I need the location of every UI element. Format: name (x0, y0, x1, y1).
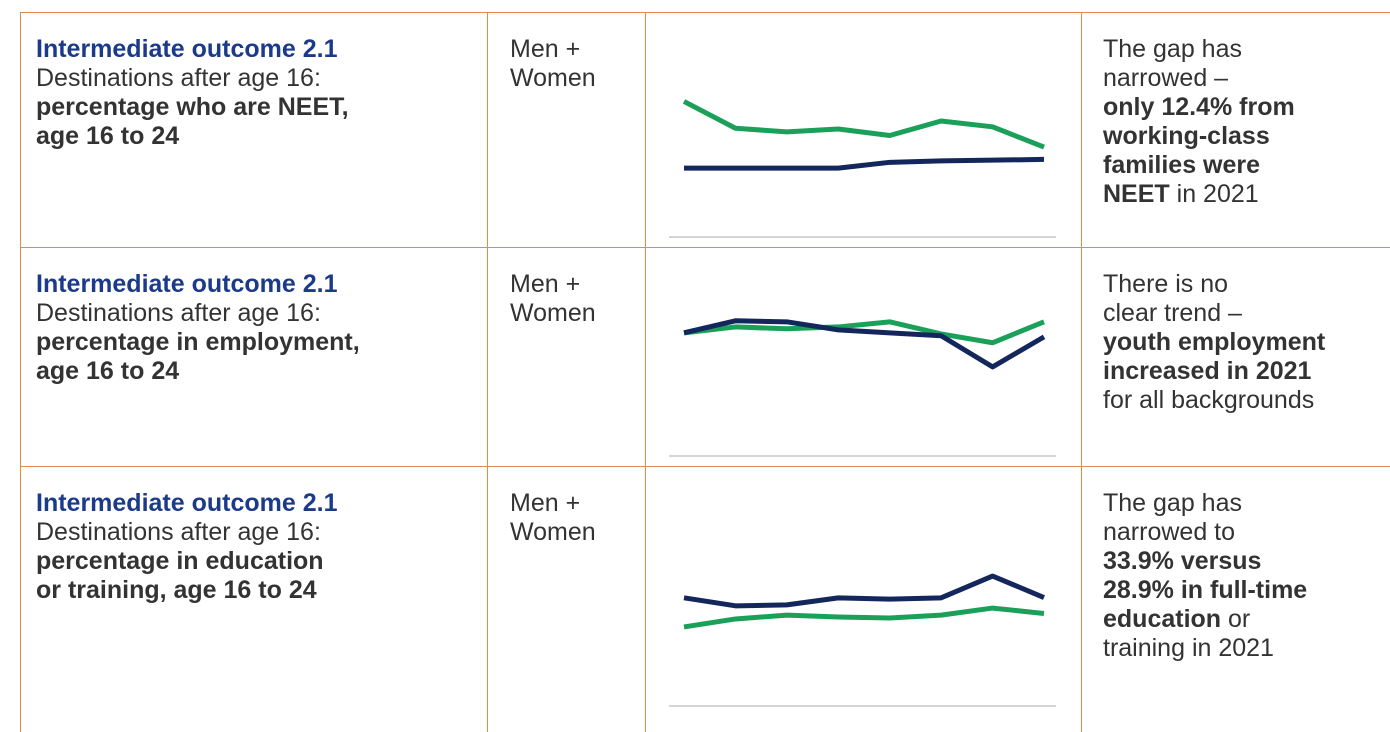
finding-text: clear trend – (1103, 299, 1242, 327)
measure: percentage who are NEET, (36, 93, 349, 121)
sparkline (669, 573, 1056, 707)
finding-text: increased in 2021 (1103, 357, 1312, 385)
finding-cell: The gap has narrowed – only 12.4% from work… (1081, 13, 1390, 248)
finding-text: in 2021 (1169, 180, 1259, 208)
table-row: Intermediate outcome 2.1 Destinations aft… (20, 247, 1390, 467)
trend-line (682, 99, 1045, 150)
finding-line: increased in 2021 (1103, 357, 1390, 386)
finding-line: 33.9% versus (1103, 547, 1390, 576)
finding-line: education or (1103, 605, 1390, 634)
finding-text: for all backgrounds (1103, 386, 1315, 414)
description: Destinations after age 16: (36, 299, 321, 327)
finding-line: narrowed – (1103, 64, 1390, 93)
finding-text: 33.9% versus (1103, 547, 1262, 575)
chart-cell (645, 467, 1081, 732)
indicator-cell: Intermediate outcome 2.1 Destinations aft… (20, 13, 487, 248)
description: Destinations after age 16: (36, 518, 321, 546)
finding-text: working-class (1103, 122, 1270, 150)
sparkline (669, 318, 1056, 457)
outcome-title: Intermediate outcome 2.1 (36, 35, 338, 63)
group: Men + Women (510, 270, 596, 327)
finding-text: families were (1103, 151, 1261, 179)
description: Destinations after age 16: (36, 64, 321, 92)
trend-line (683, 573, 1045, 609)
finding-text: or (1221, 605, 1251, 633)
finding-cell: There is no clear trend – youth employment… (1081, 248, 1390, 467)
finding-line: families were (1103, 151, 1390, 180)
group-cell: Men + Women (487, 13, 645, 248)
chart-cell (645, 248, 1081, 467)
finding-line: 28.9% in full-time (1103, 576, 1390, 605)
table-row: Intermediate outcome 2.1 Destinations aft… (20, 12, 1390, 248)
finding-line: NEET in 2021 (1103, 180, 1390, 209)
outcome-title: Intermediate outcome 2.1 (36, 270, 338, 298)
measure: percentage in education (36, 547, 324, 575)
measure: percentage in employment, (36, 328, 360, 356)
finding-cell: The gap has narrowed to 33.9% versus 28.9% … (1081, 467, 1390, 732)
trend-line (683, 318, 1046, 370)
finding-line: narrowed to (1103, 518, 1390, 547)
trend-line (684, 156, 1045, 171)
measure: or training, age 16 to 24 (36, 576, 317, 604)
finding-text: narrowed – (1103, 64, 1229, 92)
measure: age 16 to 24 (36, 122, 180, 150)
finding-text: education (1103, 605, 1222, 633)
chart-cell (645, 13, 1081, 248)
finding-line: training in 2021 (1103, 634, 1390, 663)
group: Men + Women (510, 35, 596, 92)
measure: age 16 to 24 (36, 357, 180, 385)
trend-line (683, 319, 1045, 346)
table-row: Intermediate outcome 2.1 Destinations aft… (20, 466, 1390, 732)
finding-line: working-class (1103, 122, 1390, 151)
finding-text: narrowed to (1103, 518, 1236, 546)
group: Men + Women (510, 489, 596, 546)
finding-line: There is no (1103, 270, 1390, 299)
finding-text: NEET (1103, 180, 1170, 208)
group-cell: Men + Women (487, 248, 645, 467)
group-cell: Men + Women (487, 467, 645, 732)
trend-line (683, 605, 1045, 630)
finding-text: 28.9% in full-time (1103, 576, 1308, 604)
indicator-cell: Intermediate outcome 2.1 Destinations aft… (20, 467, 487, 732)
finding-line: The gap has (1103, 35, 1390, 64)
finding-line: only 12.4% from (1103, 93, 1390, 122)
finding-text: only 12.4% from (1103, 93, 1295, 121)
finding-text: The gap has (1103, 35, 1242, 63)
finding-text: The gap has (1103, 489, 1242, 517)
sparkline (669, 99, 1056, 238)
finding-line: for all backgrounds (1103, 386, 1390, 415)
indicator-cell: Intermediate outcome 2.1 Destinations aft… (20, 248, 487, 467)
finding-line: clear trend – (1103, 299, 1390, 328)
finding-text: training in 2021 (1103, 634, 1274, 662)
finding-text: youth employment (1103, 328, 1326, 356)
finding-line: youth employment (1103, 328, 1390, 357)
finding-line: The gap has (1103, 489, 1390, 518)
finding-text: There is no (1103, 270, 1229, 298)
outcome-title: Intermediate outcome 2.1 (36, 489, 338, 517)
